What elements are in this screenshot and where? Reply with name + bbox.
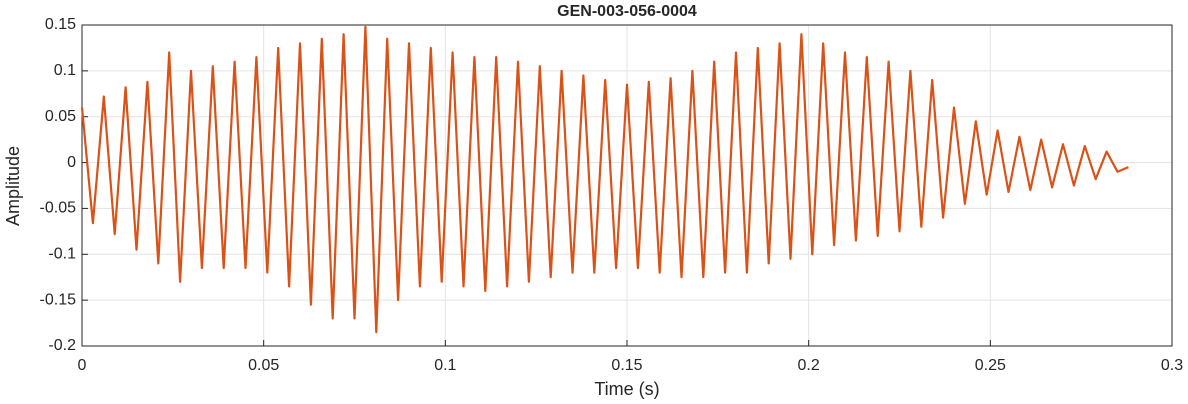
chart-title: GEN-003-056-0004 xyxy=(557,3,697,20)
y-axis-label: Amplitude xyxy=(3,146,23,226)
x-tick-label: 0.2 xyxy=(798,357,820,374)
x-tick-label: 0.05 xyxy=(248,357,279,374)
y-tick-label: -0.05 xyxy=(40,200,77,217)
y-tick-label: -0.1 xyxy=(48,246,76,263)
waveform-line xyxy=(80,25,1129,334)
y-tick-label: 0 xyxy=(67,154,76,171)
x-tick-label: 0.25 xyxy=(975,357,1006,374)
y-tick-label: -0.15 xyxy=(40,291,77,308)
y-tick-label: 0.1 xyxy=(54,62,76,79)
x-tick-label: 0.3 xyxy=(1161,357,1183,374)
x-axis-label: Time (s) xyxy=(594,379,659,399)
x-tick-label: 0.1 xyxy=(434,357,456,374)
axes-box xyxy=(81,24,1173,347)
y-tick-label: -0.2 xyxy=(48,337,76,354)
x-tick-label: 0 xyxy=(78,357,87,374)
x-tick-label: 0.15 xyxy=(611,357,642,374)
y-tick-label: 0.15 xyxy=(45,16,76,33)
y-tick-label: 0.05 xyxy=(45,108,76,125)
